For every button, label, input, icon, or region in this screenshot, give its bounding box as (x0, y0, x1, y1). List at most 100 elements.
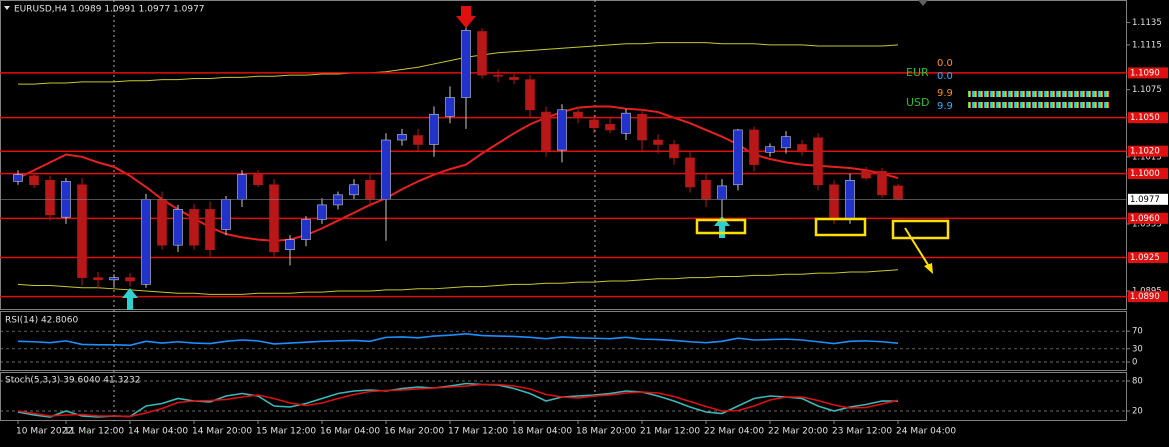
y-tick-label: 0 (1132, 358, 1137, 368)
forecast-arrow (904, 227, 931, 269)
strength-panel: EUR 0.0 0.0 USD 9.9 9.9 (906, 58, 1110, 112)
frames (0, 0, 1127, 421)
strength-meter (968, 102, 1110, 108)
candle-body (109, 277, 119, 281)
up-arrow (122, 288, 138, 310)
candle-body (269, 184, 279, 253)
candle-body (493, 74, 503, 77)
candle-body (365, 179, 375, 200)
x-tick-label: 10 Mar 2022 (16, 427, 73, 437)
candle-body (509, 77, 519, 80)
candle-body (557, 109, 567, 151)
y-tick-label: 70 (1132, 327, 1143, 337)
candle-body (845, 179, 855, 220)
x-tick-label: 11 Mar 12:00 (64, 427, 124, 437)
strength-value: 0.0 (937, 71, 953, 82)
candle-body (717, 185, 727, 200)
level-label-bg (1128, 168, 1168, 180)
x-tick-label: 17 Mar 12:00 (448, 427, 508, 437)
candle-body (541, 111, 551, 151)
level-label: 1.1090 (1130, 68, 1160, 78)
candle-body (621, 112, 631, 134)
candle-body (173, 209, 183, 246)
menu-triangle[interactable] (4, 6, 10, 10)
level-label: 1.0960 (1130, 214, 1160, 224)
candle-body (573, 111, 583, 118)
candle-body (445, 97, 455, 117)
candle-body (93, 277, 103, 281)
y-tick-label: 30 (1132, 344, 1143, 354)
candle-body (605, 124, 615, 131)
candle-body (685, 157, 695, 188)
candle-body (813, 137, 823, 186)
candle-body (237, 174, 247, 200)
x-tick-label: 24 Mar 04:00 (896, 427, 956, 437)
up-arrow (714, 216, 730, 238)
forecast-arrowhead (924, 263, 933, 274)
indicator-line (17, 333, 899, 347)
x-tick-label: 14 Mar 20:00 (192, 427, 252, 437)
x-tick-label: 23 Mar 12:00 (832, 427, 892, 437)
candle-body (205, 209, 215, 250)
candle-body (829, 184, 839, 220)
candle-body (381, 139, 391, 200)
x-tick-label: 15 Mar 12:00 (256, 427, 316, 437)
candle-body (253, 174, 263, 186)
level-label: 1.1050 (1130, 113, 1160, 123)
y-tick-label: 1.1075 (1132, 85, 1162, 95)
x-tick-label: 21 Mar 12:00 (640, 427, 700, 437)
level-label: 1.0925 (1130, 253, 1160, 263)
indicator-line (17, 382, 899, 418)
x-tick-label: 16 Mar 04:00 (320, 427, 380, 437)
candle-body (765, 146, 775, 153)
candle-body (749, 129, 759, 165)
candle-body (589, 119, 599, 129)
x-tick-label: 18 Mar 20:00 (576, 427, 636, 437)
level-label-bg (1128, 291, 1168, 303)
candle-body (349, 184, 359, 196)
chart-title: EURUSD,H4 1.0989 1.0991 1.0977 1.0977 (14, 5, 205, 15)
candle-body (29, 175, 39, 186)
highlight-box (891, 219, 950, 240)
currency-label: USD (906, 96, 930, 109)
period-separators (113, 0, 596, 421)
x-tick-label: 14 Mar 04:00 (128, 427, 188, 437)
shift-marker (918, 0, 928, 6)
candle-body (317, 204, 327, 220)
candle-body (637, 113, 647, 141)
annotations (122, 6, 950, 310)
x-tick-label: 22 Mar 04:00 (704, 427, 764, 437)
candle-body (285, 239, 295, 250)
candle-body (797, 144, 807, 151)
candle-body (653, 139, 663, 145)
candle-body (477, 31, 487, 76)
x-tick-label: 18 Mar 04:00 (512, 427, 572, 437)
candle-body (669, 144, 679, 159)
x-tick-label: 22 Mar 20:00 (768, 427, 828, 437)
y-tick-label: 1.1015 (1132, 152, 1162, 162)
candle-body (525, 79, 535, 111)
rsi-frame (0, 311, 1127, 371)
indicator-line (18, 42, 899, 85)
candle-body (861, 171, 871, 179)
down-arrow (456, 6, 476, 28)
candle-body (429, 113, 439, 145)
level-label: 1.1000 (1130, 169, 1160, 179)
currency-label: EUR (906, 66, 929, 79)
main-frame (0, 0, 1127, 310)
level-label-bg (1128, 212, 1168, 224)
strength-value: 0.0 (937, 58, 953, 69)
level-label-bg (1128, 67, 1168, 79)
highlight-box (695, 218, 747, 235)
candle-body (397, 134, 407, 141)
candle-body (461, 30, 471, 98)
candle-body (333, 194, 343, 206)
candle-body (221, 199, 231, 230)
level-label: 1.0890 (1130, 292, 1160, 302)
indicator-line (17, 383, 899, 418)
candle-body (733, 129, 743, 186)
candle-body (13, 174, 23, 182)
candle-body (413, 135, 423, 145)
